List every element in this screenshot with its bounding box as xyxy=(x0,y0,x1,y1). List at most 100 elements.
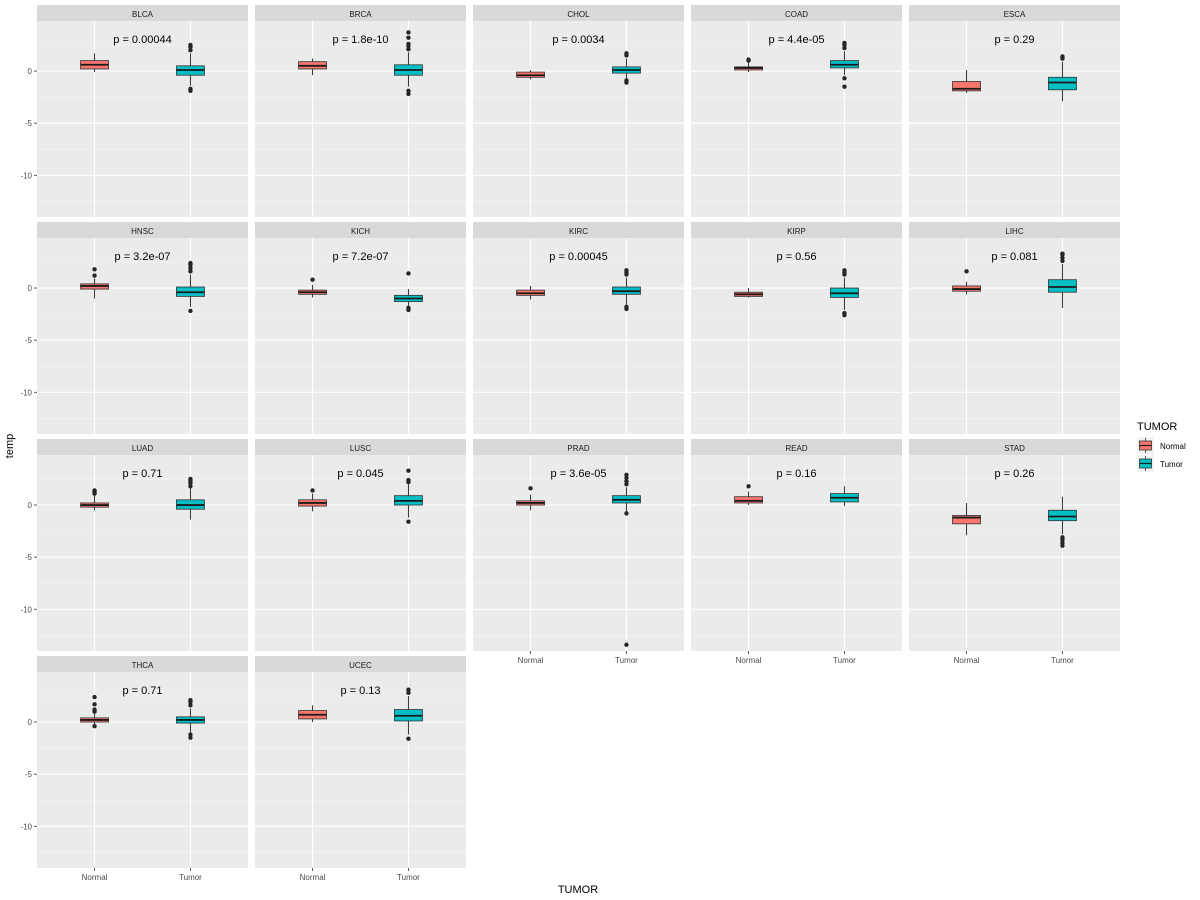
p-value-label: p = 3.2e-07 xyxy=(115,251,171,263)
y-axis-title: temp xyxy=(4,434,16,458)
box-normal xyxy=(734,484,763,506)
box-body xyxy=(1048,76,1077,91)
box-body xyxy=(1048,509,1077,522)
x-tick-label: Normal xyxy=(518,656,544,665)
y-tick-label: 0 xyxy=(28,284,33,293)
outlier-point xyxy=(842,268,847,273)
panel-strip xyxy=(473,439,684,455)
box-tumor xyxy=(612,51,641,85)
outlier-point xyxy=(406,468,411,473)
panel-strip xyxy=(37,439,248,455)
panel-strip-label: THCA xyxy=(132,661,154,670)
panel-background xyxy=(691,238,902,434)
box-normal xyxy=(952,269,981,295)
panel-blca: BLCA p = 0.00044 xyxy=(37,5,248,217)
panel-strip xyxy=(691,5,902,21)
outlier-point xyxy=(1060,251,1065,256)
box-tumor xyxy=(394,687,423,741)
panel-luad: LUAD p = 0.71 xyxy=(37,439,248,651)
outlier-point xyxy=(188,308,193,314)
x-axes-layer: 0 -5 -10 0 -5 -10 0 -5 -10 Normal Tumor Normal Tumor… xyxy=(20,67,1074,882)
legend-label: Tumor xyxy=(1160,460,1183,469)
outlier-point xyxy=(842,40,847,46)
outlier-point xyxy=(92,267,97,272)
outlier-point xyxy=(188,476,193,482)
panel-strip-label: KIRC xyxy=(569,227,588,236)
p-value-label: p = 0.16 xyxy=(776,468,816,480)
panel-strip xyxy=(691,439,902,455)
outlier-point xyxy=(746,484,751,489)
box-tumor xyxy=(176,476,205,520)
panel-strip-label: UCEC xyxy=(349,661,372,670)
panel-strip xyxy=(473,222,684,238)
outlier-point xyxy=(624,511,629,516)
outlier-point xyxy=(406,519,411,524)
panel-lusc: LUSC p = 0.045 xyxy=(255,439,466,651)
y-tick-label: -10 xyxy=(20,388,32,397)
panel-strip-label: READ xyxy=(785,444,807,453)
outlier-point xyxy=(406,736,411,741)
outlier-point xyxy=(746,57,751,62)
p-value-label: p = 3.6e-05 xyxy=(551,468,607,480)
panel-background xyxy=(473,455,684,651)
panel-strip-label: LIHC xyxy=(1005,227,1023,236)
panel-coad: COAD p = 4.4e-05 xyxy=(691,5,902,217)
panel-background xyxy=(473,238,684,434)
outlier-point xyxy=(92,702,97,707)
box-normal xyxy=(516,486,545,511)
x-tick-label: Tumor xyxy=(397,873,420,882)
panel-strip xyxy=(37,222,248,238)
panel-strip-label: KICH xyxy=(351,227,370,236)
panel-esca: ESCA p = 0.29 xyxy=(909,5,1120,217)
legend-label: Normal xyxy=(1160,442,1186,451)
box-normal xyxy=(734,288,763,298)
panel-strip-label: COAD xyxy=(785,10,808,19)
panel-background xyxy=(691,21,902,217)
outlier-point xyxy=(1060,537,1065,542)
outlier-point xyxy=(188,735,193,740)
panel-strip-label: ESCA xyxy=(1004,10,1026,19)
outlier-point xyxy=(624,268,629,273)
y-tick-label: -5 xyxy=(25,553,33,562)
panel-background xyxy=(37,672,248,868)
outlier-point xyxy=(1060,54,1065,59)
outlier-point xyxy=(92,694,97,700)
panel-strip xyxy=(909,439,1120,455)
box-body xyxy=(952,81,981,92)
x-axis-title: TUMOR xyxy=(558,884,598,896)
panel-lihc: LIHC p = 0.081 xyxy=(909,222,1120,434)
outlier-point xyxy=(624,472,629,478)
outlier-point xyxy=(842,76,847,81)
y-tick-label: -10 xyxy=(20,605,32,614)
p-value-label: p = 0.71 xyxy=(122,468,162,480)
outlier-point xyxy=(406,46,411,52)
panel-strip xyxy=(255,5,466,21)
x-tick-label: Normal xyxy=(736,656,762,665)
x-tick-label: Normal xyxy=(82,873,108,882)
panel-prad: PRAD p = 3.6e-05 xyxy=(473,439,684,651)
outlier-point xyxy=(188,269,193,274)
panel-read: READ p = 0.16 xyxy=(691,439,902,651)
panel-strip xyxy=(255,439,466,455)
outlier-point xyxy=(1060,540,1065,545)
y-tick-label: -5 xyxy=(25,336,33,345)
outlier-point xyxy=(1060,258,1065,264)
outlier-point xyxy=(92,488,97,493)
box-normal xyxy=(516,70,545,80)
outlier-point xyxy=(188,42,193,48)
outlier-point xyxy=(92,724,97,729)
x-tick-label: Tumor xyxy=(1051,656,1074,665)
p-value-label: p = 0.13 xyxy=(340,685,380,697)
p-value-label: p = 4.4e-05 xyxy=(769,34,825,46)
box-tumor xyxy=(1048,54,1077,102)
panel-strip xyxy=(909,5,1120,21)
outlier-point xyxy=(624,51,629,56)
y-tick-label: 0 xyxy=(28,718,33,727)
p-value-label: p = 0.00044 xyxy=(113,34,171,46)
box-tumor xyxy=(176,42,205,94)
legend-title: TUMOR xyxy=(1137,421,1177,433)
box-tumor xyxy=(1048,496,1077,548)
outlier-point xyxy=(406,35,411,40)
legend: TUMOR Normal Tumor xyxy=(1137,421,1186,472)
